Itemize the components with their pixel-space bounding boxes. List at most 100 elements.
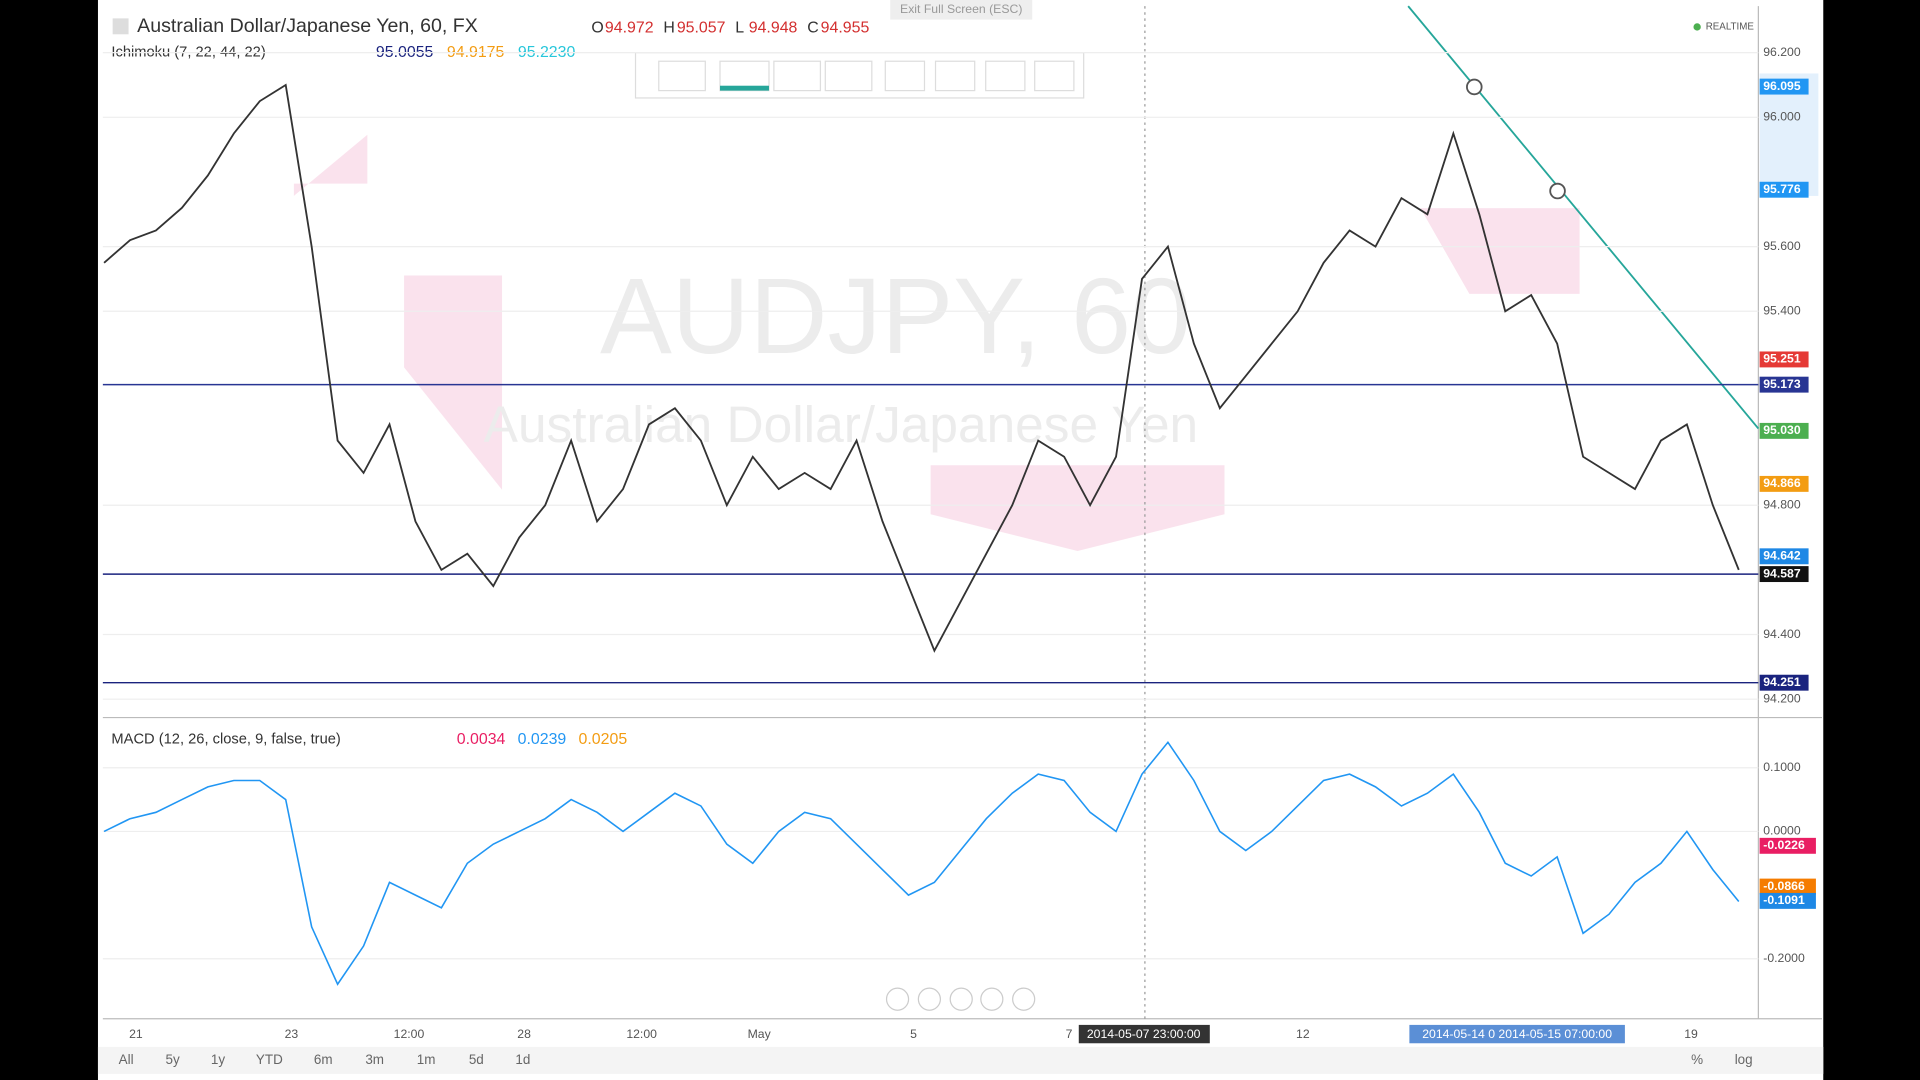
time-label: 12 [1296, 1027, 1310, 1041]
clone-button[interactable] [934, 60, 976, 92]
line-width-button[interactable] [773, 60, 822, 92]
price-tag-label: 95.251 [1763, 352, 1801, 366]
ohlc-key: L [735, 19, 744, 36]
trend-handle[interactable] [1549, 182, 1566, 200]
realtime-dot [1693, 23, 1701, 31]
scroll-right[interactable] [1012, 987, 1036, 1011]
price-tag-label: 94.642 [1763, 549, 1801, 563]
range-button[interactable]: YTD [256, 1052, 283, 1067]
price-line [103, 83, 1740, 653]
scale-option[interactable]: log [1735, 1052, 1753, 1067]
watermark-name: Australian Dollar/Japanese Yen [484, 395, 1198, 453]
price-tag [1759, 674, 1809, 691]
price-tick-label: 94.800 [1763, 497, 1801, 511]
time-label: 19 [1684, 1027, 1698, 1041]
price-tick-label: 95.400 [1763, 303, 1801, 317]
crosshair-time-box [1078, 1024, 1210, 1044]
ohlc-key: O [591, 19, 603, 36]
macd-tick-label: -0.2000 [1763, 951, 1805, 965]
settings-button[interactable] [884, 60, 926, 92]
macd-tag [1759, 837, 1816, 854]
price-tick-label: 96.000 [1763, 110, 1801, 124]
price-tag-label: 94.587 [1763, 566, 1801, 580]
macd-value: 0.0205 [579, 731, 628, 748]
line-style-button[interactable] [824, 60, 873, 92]
range-button[interactable]: 5d [469, 1052, 484, 1067]
template-button[interactable] [658, 60, 706, 92]
price-tag-label: 95.030 [1763, 423, 1801, 437]
macd-title: MACD (12, 26, close, 9, false, true) [111, 731, 340, 747]
time-label: 5 [910, 1027, 917, 1041]
realtime: REALTIME [1706, 22, 1755, 33]
range-button[interactable]: 1m [417, 1052, 436, 1067]
crosshair-time: 2014-05-07 23:00:00 [1087, 1027, 1201, 1041]
bottom-toolbar [97, 1046, 1824, 1074]
price-tick-label: 94.200 [1763, 691, 1801, 705]
ohlc-value: 95.057 [677, 19, 726, 36]
macd-tag-label: -0.0866 [1763, 879, 1805, 893]
trend-handle[interactable] [1466, 78, 1483, 96]
price-tick-label: 95.600 [1763, 239, 1801, 253]
range-button[interactable]: 3m [365, 1052, 384, 1067]
delete-button[interactable] [1034, 60, 1075, 92]
trend-line [1407, 5, 1760, 430]
price-tag-label: 94.251 [1763, 675, 1801, 689]
star-icon[interactable] [112, 18, 129, 35]
range-time: 2014-05-14 0 2014-05-15 07:00:00 [1422, 1027, 1612, 1041]
range-time-box [1409, 1024, 1625, 1044]
macd-tag-label: -0.1091 [1763, 893, 1805, 907]
chart-window [97, 0, 1824, 1080]
price-tag-label: 96.095 [1763, 79, 1801, 93]
exit-fullscreen-label: Exit Full Screen (ESC) [900, 2, 1022, 16]
time-label: 12:00 [394, 1027, 425, 1041]
price-tag [1759, 475, 1809, 492]
price-tag [1759, 548, 1809, 565]
zoom-out[interactable] [917, 987, 942, 1011]
scale-option[interactable]: % [1691, 1052, 1703, 1067]
macd-value: 0.0034 [457, 731, 506, 748]
macd-value: 0.0239 [518, 731, 567, 748]
price-tag-label: 95.776 [1763, 182, 1801, 196]
color-swatch [720, 85, 769, 91]
reset[interactable] [949, 987, 973, 1011]
nav-buttons [885, 987, 1036, 1011]
ichimoku-cloud [293, 134, 1580, 552]
exit-fullscreen[interactable] [890, 0, 1033, 20]
ohlc-value: 94.948 [749, 19, 798, 36]
range-button[interactable]: 1d [515, 1052, 530, 1067]
macd-tag-label: -0.0226 [1763, 838, 1805, 852]
macd-line [103, 740, 1740, 986]
macd-tick-label: 0.1000 [1763, 760, 1801, 774]
price-tag [1759, 351, 1809, 368]
price-tick-label: 96.200 [1763, 45, 1801, 59]
price-tag [1759, 422, 1809, 439]
range-button[interactable]: 6m [314, 1052, 333, 1067]
price-tag [1759, 376, 1809, 393]
ohlc-value: 94.972 [605, 19, 654, 36]
macd-tag [1759, 892, 1816, 909]
time-label: 23 [285, 1027, 299, 1041]
macd-tick-label: 0.0000 [1763, 824, 1801, 838]
ohlc-value: 94.955 [821, 19, 870, 36]
time-label: 21 [129, 1027, 143, 1041]
zoom-in[interactable] [980, 987, 1004, 1011]
price-tag [1759, 78, 1809, 95]
time-label: May [748, 1027, 772, 1041]
range-button[interactable]: All [119, 1052, 134, 1067]
hide-button[interactable] [985, 60, 1026, 92]
range-button[interactable]: 5y [166, 1052, 180, 1067]
scroll-left[interactable] [885, 987, 910, 1011]
range-button[interactable]: 1y [211, 1052, 225, 1067]
price-tag-label: 94.866 [1763, 476, 1801, 490]
time-label: 28 [517, 1027, 531, 1041]
time-label: 12:00 [626, 1027, 657, 1041]
ohlc-key: H [663, 19, 675, 36]
symbol-title: Australian Dollar/Japanese Yen, 60, FX [137, 15, 478, 37]
drawing-toolbar [634, 52, 1085, 99]
price-tag [1759, 181, 1809, 198]
price-tag [1759, 566, 1809, 583]
macd-tag [1759, 878, 1816, 895]
ohlc-key: C [807, 19, 819, 36]
